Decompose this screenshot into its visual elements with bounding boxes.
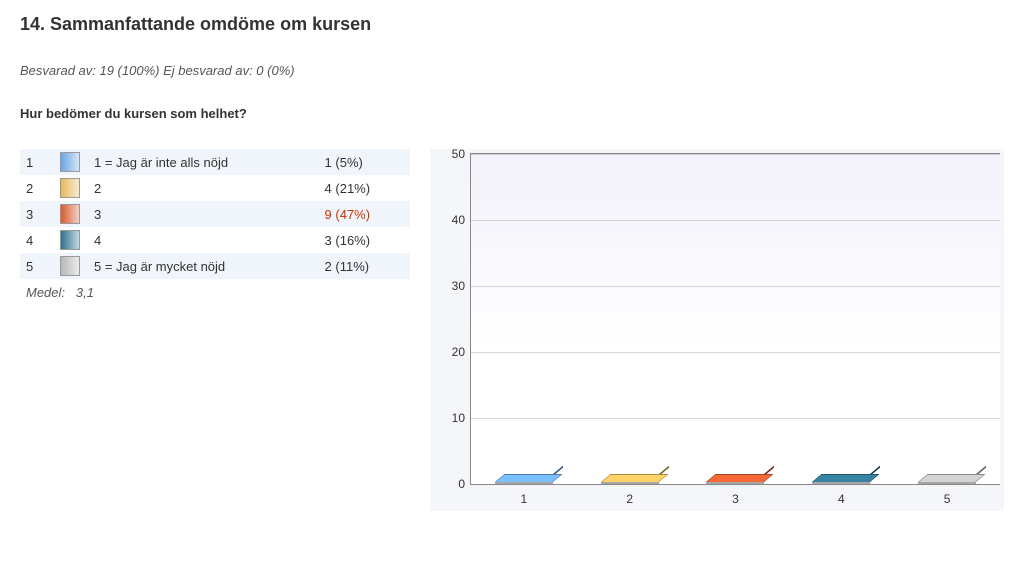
y-axis-label: 0: [441, 477, 465, 491]
bar: [706, 482, 764, 484]
grid-line: [471, 418, 1000, 419]
legend-value: 3 (16%): [315, 227, 410, 253]
bar-slot: 3: [683, 482, 789, 484]
legend-row: 443 (16%): [20, 227, 410, 253]
bar-slot: 1: [471, 482, 577, 484]
y-axis-label: 10: [441, 411, 465, 425]
color-swatch: [60, 256, 80, 276]
legend-value: 1 (5%): [315, 149, 410, 175]
bar-top: [495, 474, 563, 482]
legend-swatch-cell: [54, 149, 88, 175]
x-axis-label: 4: [838, 492, 845, 506]
chart-container: 12345 01020304050: [430, 149, 1004, 511]
y-axis-label: 40: [441, 213, 465, 227]
grid-line: [471, 154, 1000, 155]
bar-top: [601, 474, 669, 482]
bar: [495, 482, 553, 484]
bar-slot: 4: [788, 482, 894, 484]
subquestion: Hur bedömer du kursen som helhet?: [20, 106, 1004, 121]
legend-label: 4: [88, 227, 315, 253]
legend-index: 2: [20, 175, 54, 201]
x-axis-label: 3: [732, 492, 739, 506]
legend-label: 3: [88, 201, 315, 227]
legend-row: 5 5 = Jag är mycket nöjd2 (11%): [20, 253, 410, 279]
bar-slot: 2: [577, 482, 683, 484]
legend-label: 5 = Jag är mycket nöjd: [88, 253, 315, 279]
bar: [812, 482, 870, 484]
legend-row: 339 (47%): [20, 201, 410, 227]
y-axis-label: 30: [441, 279, 465, 293]
mean-row: Medel: 3,1: [20, 283, 410, 302]
bar-front: [495, 482, 553, 484]
legend-index: 3: [20, 201, 54, 227]
bar-top: [918, 474, 986, 482]
legend-row: 1 1 = Jag är inte alls nöjd1 (5%): [20, 149, 410, 175]
legend-index: 1: [20, 149, 54, 175]
legend-label: 2: [88, 175, 315, 201]
bar-front: [812, 482, 870, 484]
legend-row: 224 (21%): [20, 175, 410, 201]
legend-index: 4: [20, 227, 54, 253]
legend-table: 11 = Jag är inte alls nöjd1 (5%)224 (21%…: [20, 149, 410, 279]
grid-line: [471, 220, 1000, 221]
legend-swatch-cell: [54, 227, 88, 253]
mean-value: 3,1: [76, 285, 94, 300]
legend-value: 9 (47%): [315, 201, 410, 227]
x-axis-label: 2: [626, 492, 633, 506]
bar-front: [601, 482, 659, 484]
legend-block: 11 = Jag är inte alls nöjd1 (5%)224 (21%…: [20, 149, 410, 302]
legend-swatch-cell: [54, 175, 88, 201]
bar-front: [706, 482, 764, 484]
legend-index: 5: [20, 253, 54, 279]
bar-front: [918, 482, 976, 484]
bar: [601, 482, 659, 484]
x-axis-label: 5: [944, 492, 951, 506]
color-swatch: [60, 178, 80, 198]
bar-slot: 5: [894, 482, 1000, 484]
grid-line: [471, 352, 1000, 353]
legend-label: 1 = Jag är inte alls nöjd: [88, 149, 315, 175]
legend-value: 2 (11%): [315, 253, 410, 279]
legend-swatch-cell: [54, 253, 88, 279]
grid-line: [471, 286, 1000, 287]
bar-top: [706, 474, 774, 482]
bar-chart: 12345 01020304050: [470, 153, 1000, 485]
legend-swatch-cell: [54, 201, 88, 227]
bar: [918, 482, 976, 484]
legend-value: 4 (21%): [315, 175, 410, 201]
response-info: Besvarad av: 19 (100%) Ej besvarad av: 0…: [20, 63, 1004, 78]
page-title: 14. Sammanfattande omdöme om kursen: [20, 14, 1004, 35]
color-swatch: [60, 204, 80, 224]
y-axis-label: 20: [441, 345, 465, 359]
color-swatch: [60, 230, 80, 250]
mean-label: Medel:: [26, 285, 65, 300]
bar-top: [812, 474, 880, 482]
color-swatch: [60, 152, 80, 172]
x-axis-label: 1: [521, 492, 528, 506]
y-axis-label: 50: [441, 147, 465, 161]
